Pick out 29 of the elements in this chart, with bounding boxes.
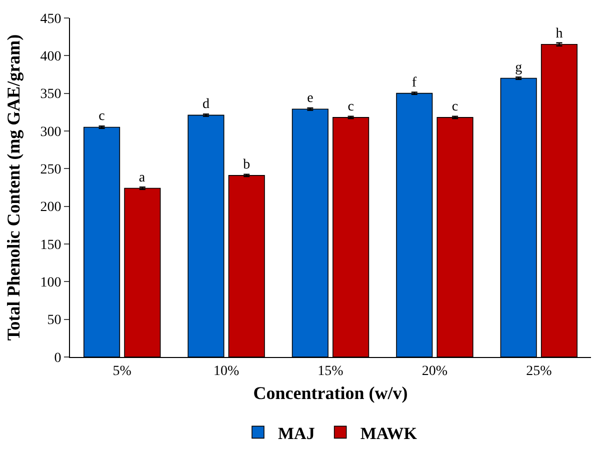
x-tick-label: 10% (213, 364, 240, 379)
data-label: e (307, 91, 314, 106)
y-tick-label: 200 (40, 200, 62, 216)
data-label: g (515, 60, 522, 76)
x-tick-label: 5% (112, 364, 132, 379)
data-label: h (556, 26, 563, 42)
y-tick-label: 50 (47, 313, 62, 328)
data-label: a (138, 170, 146, 186)
y-tick-label: 250 (40, 162, 62, 178)
x-axis-title: Concentration (w/v) (253, 382, 408, 403)
y-tick-label: 0 (54, 350, 62, 366)
legend-label: MAWK (360, 424, 418, 443)
x-tick-label: 25% (526, 364, 552, 379)
y-tick-label: 300 (40, 124, 62, 140)
y-tick-label: 450 (40, 12, 62, 27)
y-axis-title: Total Phenolic Content (mg GAE/gram) (3, 34, 24, 341)
legend-label: MAJ (278, 424, 316, 443)
data-label: c (348, 99, 354, 114)
data-label: c (98, 109, 105, 124)
data-label: c (452, 99, 458, 114)
y-tick-label: 150 (40, 238, 62, 253)
y-tick-label: 350 (40, 87, 62, 102)
y-tick-label: 400 (40, 50, 62, 65)
data-label: b (243, 157, 250, 172)
y-tick-label: 100 (40, 276, 62, 291)
data-label: f (412, 75, 417, 90)
x-tick-label: 20% (422, 364, 448, 379)
data-label: d (202, 97, 210, 112)
x-tick-label: 15% (318, 364, 344, 379)
